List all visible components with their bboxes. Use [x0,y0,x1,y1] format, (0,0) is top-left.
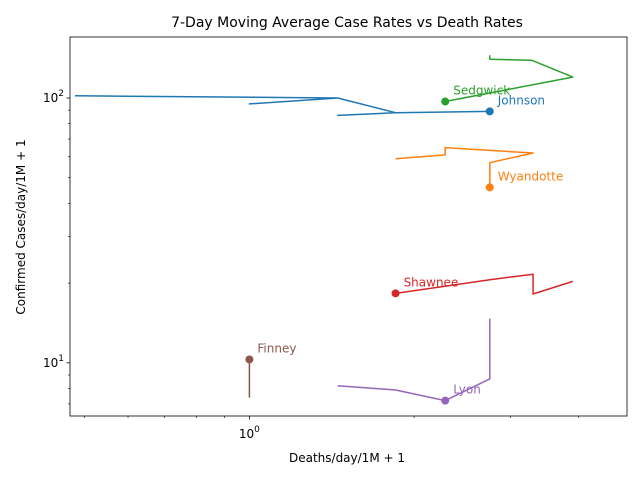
axes: 100 101 102 [43,89,580,441]
x-axis-label: Deaths/day/1M + 1 [289,451,405,465]
series-line-lyon [337,318,491,402]
series-end-marker-shawnee [391,289,400,298]
series-line-johnson [74,95,490,117]
series-end-marker-johnson [485,107,494,116]
series-end-marker-wyandotte [485,183,494,192]
y-axis-label: Confirmed Cases/day/1M + 1 [14,139,28,314]
plot-frame [69,36,628,417]
y-tick-label: 102 [43,89,64,105]
series-label-finney: Finney [257,341,296,355]
series-label-sedgwick: Sedgwick [453,84,510,98]
series-label-lyon: Lyon [453,383,481,397]
series-end-marker-sedgwick [441,97,450,106]
series-label-johnson: Johnson [497,93,545,107]
chart-title: 7-Day Moving Average Case Rates vs Death… [171,15,523,31]
series-end-marker-lyon [441,396,450,405]
series-label-wyandotte: Wyandotte [498,169,563,183]
series-line-wyandotte [395,146,534,188]
series-label-shawnee: Shawnee [404,275,459,289]
y-tick-label: 101 [43,354,64,370]
series-line-shawnee [395,273,574,295]
series-line-sedgwick [445,55,574,103]
x-tick-label: 100 [239,425,260,441]
plot-area: Johnson Wyandotte Sedgwick Shawnee Lyon Finne… [74,55,574,405]
series-end-marker-finney [245,355,254,364]
